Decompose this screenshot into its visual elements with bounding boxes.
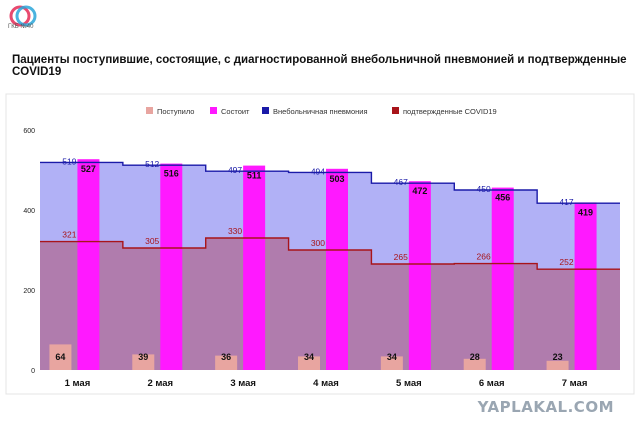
x-tick-label: 5 мая [396, 378, 422, 389]
bar-sostoit [408, 181, 431, 370]
x-tick-label: 4 мая [313, 378, 339, 389]
label-covid: 321 [62, 230, 76, 240]
label-sostoit: 472 [412, 186, 427, 196]
bar-series [49, 159, 597, 370]
x-tick-label: 6 мая [479, 378, 505, 389]
bar-postupilo [546, 360, 569, 370]
line-pneumonia [40, 161, 620, 204]
legend-label-pneumonia: Внебольничная пневмония [273, 107, 368, 116]
y-tick-label: 200 [23, 288, 35, 295]
bar-sostoit [160, 163, 183, 370]
label-covid: 266 [477, 252, 491, 262]
label-pneumonia: 467 [394, 177, 408, 187]
x-axis: 1 мая 2 мая 3 мая 4 мая 5 мая 6 мая 7 мая [65, 378, 588, 389]
label-pneumonia: 512 [145, 159, 159, 169]
legend-swatch-postupilo [146, 107, 153, 114]
chart-title: Пациенты поступившие, состоящие, с диагн… [12, 54, 627, 78]
bar-postupilo [380, 356, 403, 370]
bar-postupilo [298, 356, 320, 370]
label-postupilo: 23 [553, 352, 563, 362]
label-covid: 330 [228, 226, 242, 236]
x-tick-label: 3 мая [230, 378, 256, 389]
hospital-logo [9, 5, 37, 27]
bar-sostoit [77, 159, 100, 370]
x-tick-label: 7 мая [562, 378, 588, 389]
label-postupilo: 36 [221, 352, 231, 362]
label-sostoit: 456 [495, 193, 510, 203]
x-tick-label: 2 мая [147, 378, 173, 389]
legend-swatch-covid [392, 107, 399, 114]
label-pneumonia: 417 [559, 197, 573, 207]
label-pneumonia: 497 [228, 165, 242, 175]
legend-label-covid: подтвержденные COVID19 [403, 107, 497, 116]
bar-postupilo [49, 344, 72, 370]
label-postupilo: 28 [470, 352, 480, 362]
label-sostoit: 527 [81, 164, 96, 174]
label-sostoit: 503 [329, 174, 344, 184]
legend: Поступило Состоит Внебольничная пневмония п… [146, 107, 497, 116]
watermark: YAPLAKAL.COM [477, 398, 614, 416]
bar-sostoit [326, 168, 348, 370]
label-covid: 252 [559, 257, 573, 267]
line-covid [40, 237, 620, 270]
label-pneumonia: 519 [62, 156, 76, 166]
label-sostoit: 511 [247, 171, 262, 181]
legend-swatch-sostoit [210, 107, 217, 114]
label-postupilo: 39 [138, 352, 148, 362]
label-sostoit: 419 [578, 207, 593, 217]
line-series [40, 161, 620, 270]
x-tick-label: 1 мая [65, 378, 91, 389]
label-postupilo: 34 [387, 352, 397, 362]
y-tick-label: 0 [31, 368, 35, 375]
label-covid: 305 [145, 236, 159, 246]
legend-swatch-pneumonia [262, 107, 269, 114]
bar-postupilo [215, 355, 238, 370]
label-postupilo: 64 [55, 352, 65, 362]
data-labels: 64 527 519 321 39 516 512 305 36 511 497 330 34 503 49… [55, 156, 593, 362]
y-tick-label: 600 [23, 128, 35, 135]
label-covid: 265 [394, 252, 408, 262]
logo-text: ГКБ №40 [8, 24, 34, 30]
y-axis: 0 200 400 600 [23, 128, 35, 375]
label-pneumonia: 450 [477, 184, 491, 194]
label-covid: 300 [311, 238, 325, 248]
label-postupilo: 34 [304, 352, 314, 362]
y-tick-label: 400 [23, 208, 35, 215]
bar-postupilo [132, 354, 155, 370]
legend-label-sostoit: Состоит [221, 107, 250, 116]
bar-sostoit [491, 187, 514, 370]
chart: Поступило Состоит Внебольничная пневмония п… [5, 93, 635, 395]
label-pneumonia: 494 [311, 166, 325, 176]
bar-sostoit [574, 202, 597, 370]
label-sostoit: 516 [164, 169, 179, 179]
legend-label-postupilo: Поступило [157, 107, 194, 116]
bar-sostoit [243, 165, 266, 370]
bar-postupilo [463, 358, 486, 370]
